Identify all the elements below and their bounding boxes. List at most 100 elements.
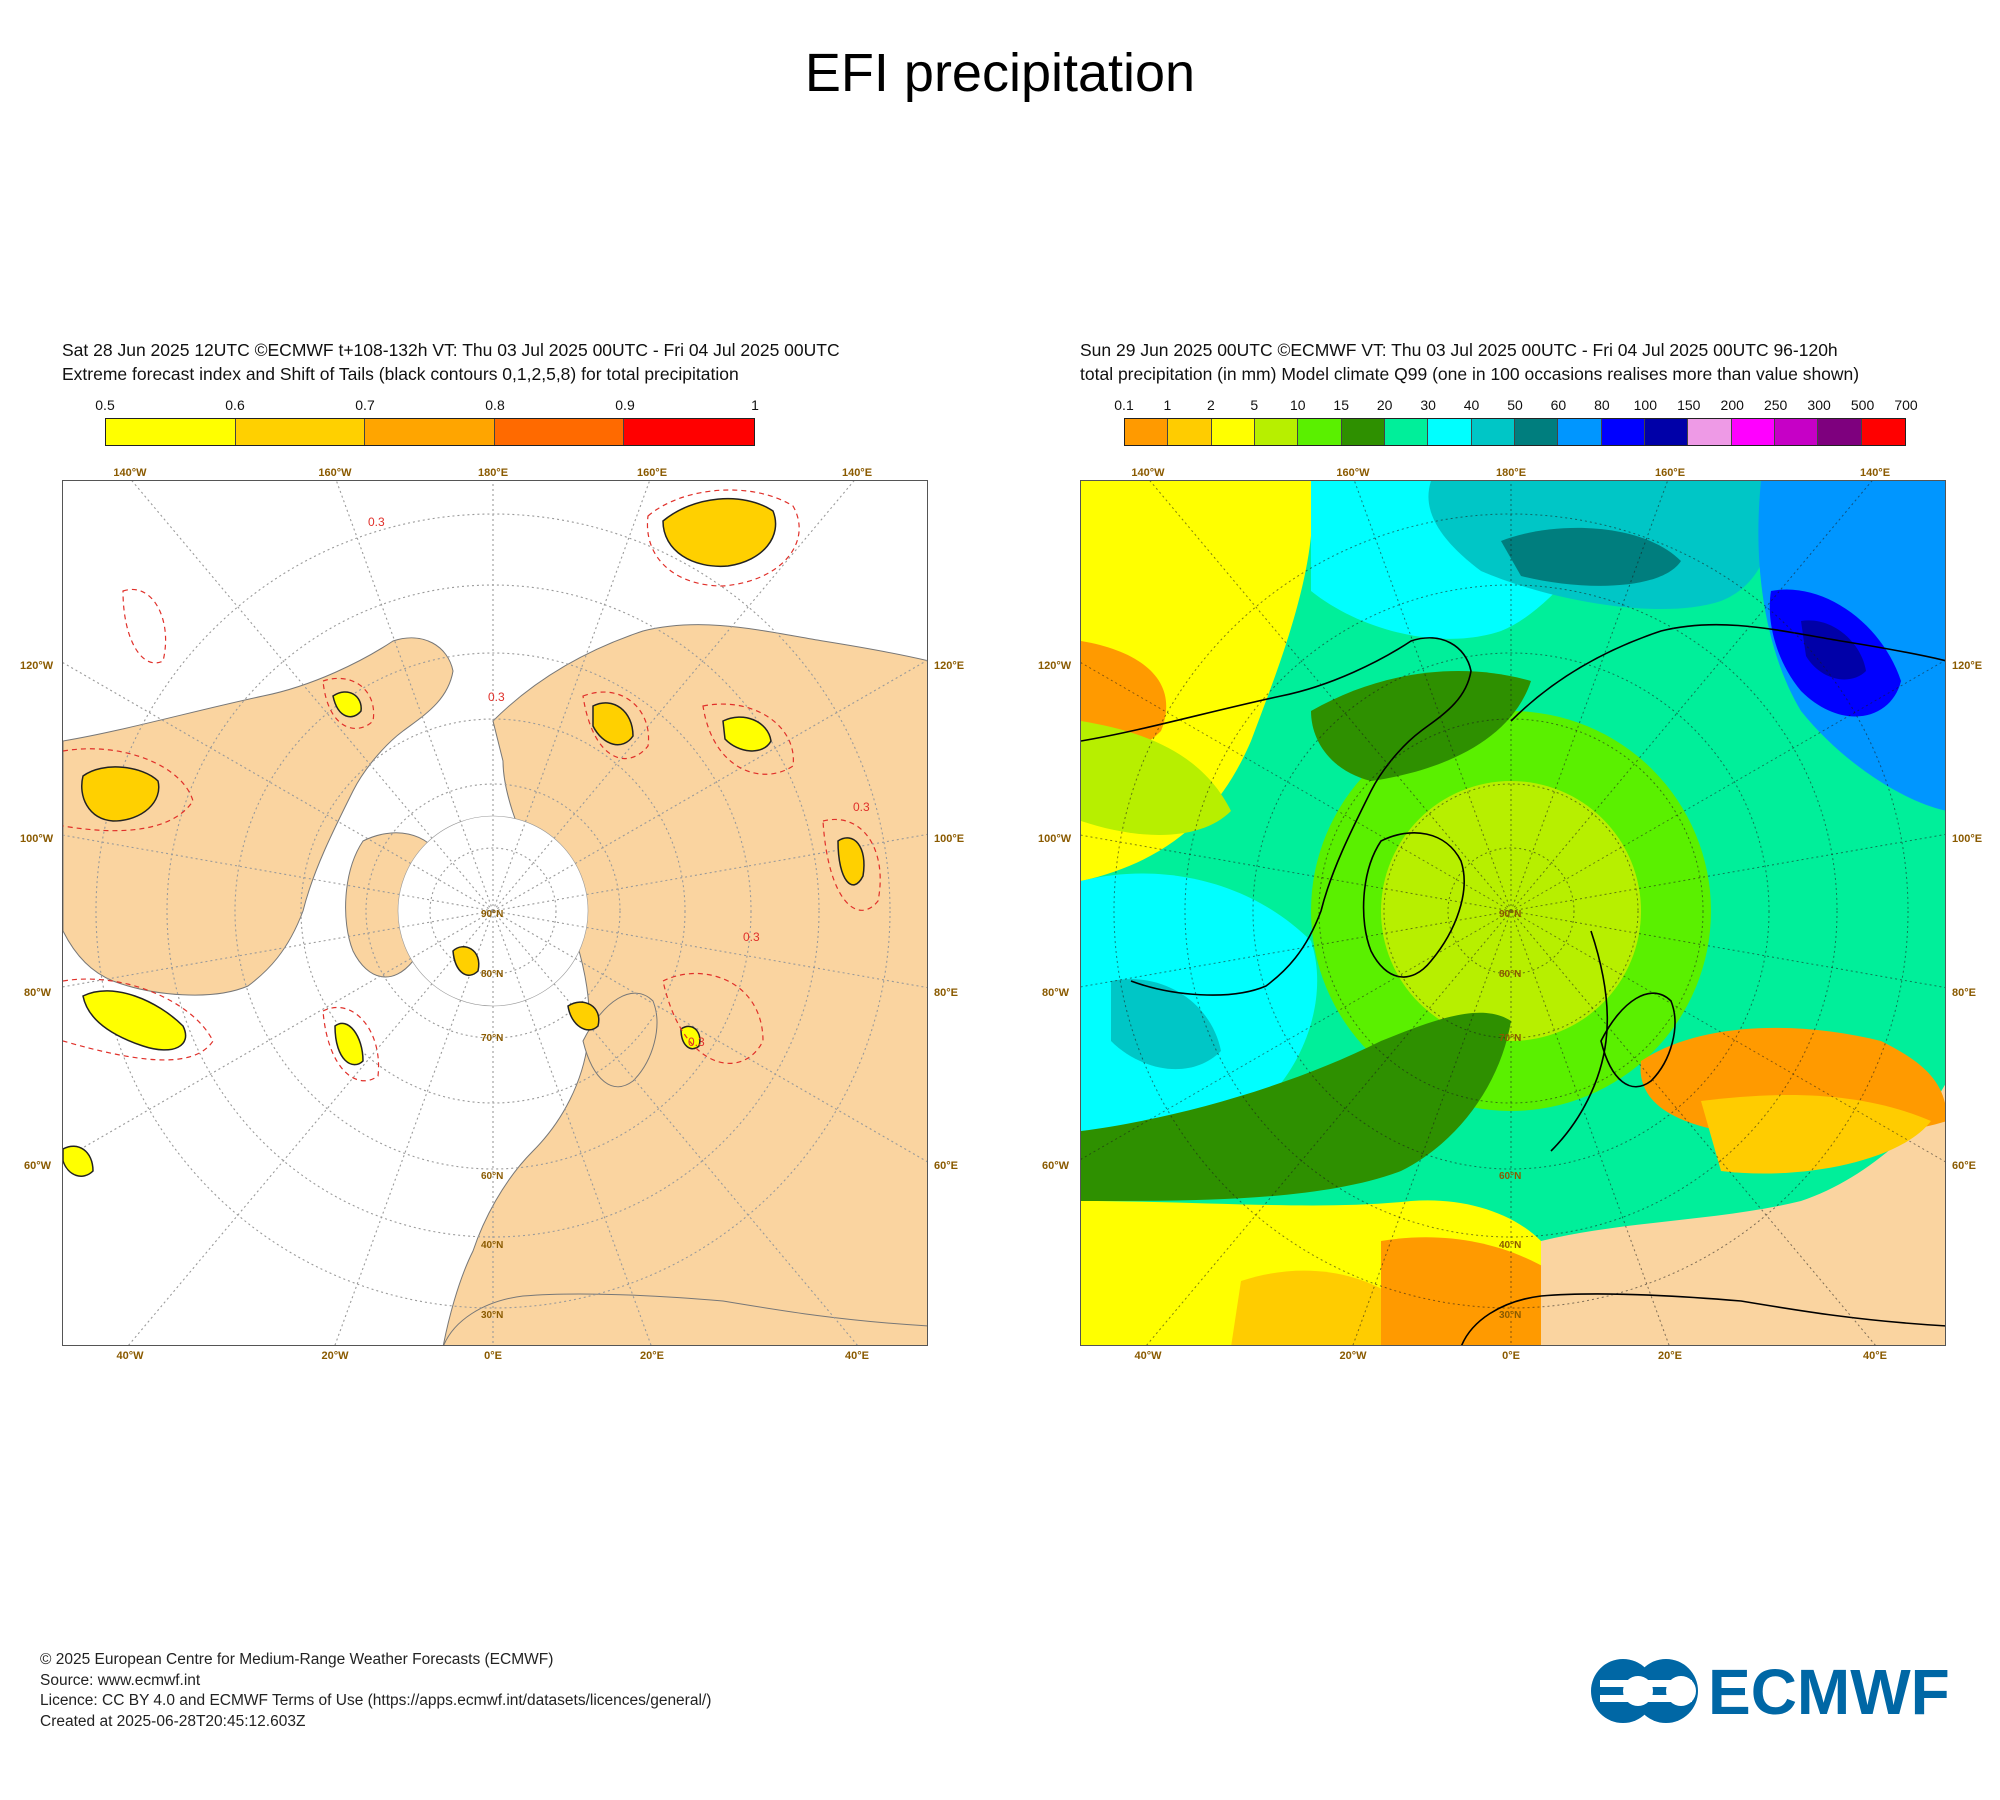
- lat-label: 30°N: [1499, 1310, 1521, 1321]
- footer-licence: Licence: CC BY 4.0 and ECMWF Terms of Us…: [40, 1692, 712, 1709]
- precip-legend-tick: 10: [1289, 397, 1306, 413]
- lon-label-top: 160°W: [318, 467, 352, 479]
- meridian-line: [1081, 834, 1512, 912]
- edge-label-right: 60°E: [934, 1160, 958, 1172]
- footer-copyright: © 2025 European Centre for Medium-Range …: [40, 1651, 554, 1668]
- edge-label-right: 100°E: [934, 833, 965, 845]
- precip-legend-swatch: [1601, 419, 1645, 445]
- precip-header-line1: Sun 29 Jun 2025 00UTC ©ECMWF VT: Thu 03 …: [1080, 340, 1838, 360]
- efi-contour-label: 0.3: [853, 800, 870, 814]
- lat-label: 60°N: [481, 1171, 503, 1182]
- efi-contour-label: 0.3: [743, 930, 760, 944]
- efi-legend-tick: 0.7: [355, 397, 375, 413]
- efi-contour-label: 0.3: [688, 1035, 705, 1049]
- lat-label: 80°N: [481, 969, 503, 980]
- efi-contour-label: 0.3: [368, 515, 385, 529]
- edge-label-left: 100°W: [1038, 833, 1072, 845]
- precip-legend-tick: 300: [1807, 397, 1831, 413]
- precip-legend-tick: 0.1: [1114, 397, 1134, 413]
- edge-label-left: 60°W: [1042, 1160, 1070, 1172]
- lon-label-top: 160°E: [636, 467, 668, 479]
- meridian-line: [1510, 910, 1945, 989]
- precip-legend-tick: 200: [1720, 397, 1744, 413]
- efi-legend-tick: 0.9: [615, 397, 635, 413]
- footer-source: Source: www.ecmwf.int: [40, 1671, 201, 1689]
- lon-label-top: 140°W: [1131, 467, 1165, 479]
- footer-created: Created at 2025-06-28T20:45:12.603Z: [40, 1712, 306, 1730]
- precip-legend-swatch: [1254, 419, 1299, 445]
- lon-label-top: 140°W: [113, 467, 147, 479]
- efi-legend-swatch: [365, 419, 495, 445]
- lat-label: 40°N: [1499, 1240, 1521, 1251]
- precip-legend-tick: 250: [1763, 397, 1788, 413]
- meridian-line: [63, 910, 494, 1160]
- lon-label-bottom: 20°W: [321, 1350, 349, 1362]
- lat-label: 80°N: [1499, 969, 1521, 980]
- edge-label-left: 80°W: [24, 987, 52, 999]
- precip-legend-swatch: [1514, 419, 1559, 445]
- lat-label: 60°N: [1499, 1171, 1521, 1182]
- edge-label-left: 80°W: [1042, 987, 1070, 999]
- precip-legend: 0.1 1 2 5 10 15 20 30 40 50 60 80 100 150 200 250 300 500…: [1114, 397, 1918, 451]
- lon-label-bottom: 0°E: [484, 1350, 502, 1362]
- meridian-line: [1081, 910, 1512, 988]
- precip-legend-swatch: [1341, 419, 1385, 445]
- precip-legend-swatch: [1774, 419, 1819, 445]
- efi-legend-tick: 0.8: [485, 397, 505, 413]
- precip-legend-tick: 100: [1633, 397, 1658, 413]
- precip-map: 30°N 40°N 60°N 70°N 80°N 90°N: [1080, 480, 1946, 1346]
- edge-label-left: 120°W: [20, 660, 54, 672]
- precip-legend-tick: 700: [1894, 397, 1918, 413]
- precip-legend-swatch: [1861, 419, 1905, 445]
- lon-label-top: 180°E: [477, 467, 509, 479]
- precip-colorbar: [1124, 418, 1906, 446]
- efi-legend-tick: 0.5: [95, 397, 115, 413]
- precip-map-svg: 30°N 40°N 60°N 70°N 80°N 90°N: [1081, 481, 1945, 1345]
- efi-map-svg: 0.3 0.3 0.3 0.3 0.3 30°N 40°N 60°N 70°N …: [63, 481, 927, 1345]
- precip-panel: Sun 29 Jun 2025 00UTC ©ECMWF VT: Thu 03 …: [1000, 330, 2000, 1390]
- precip-legend-swatch: [1125, 419, 1169, 445]
- precip-legend-tick: 60: [1550, 397, 1567, 413]
- edge-label-right: 120°E: [1952, 660, 1983, 672]
- meridian-line: [492, 833, 927, 912]
- precip-legend-tick: 5: [1250, 397, 1259, 413]
- footer: © 2025 European Centre for Medium-Range …: [40, 1650, 711, 1732]
- efi-legend-swatch: [106, 419, 236, 445]
- precip-header-line2: total precipitation (in mm) Model climat…: [1080, 364, 1860, 384]
- lon-label-bottom: 20°W: [1339, 1350, 1367, 1362]
- lon-label-top: 160°W: [1336, 467, 1370, 479]
- lon-label-top: 180°E: [1495, 467, 1527, 479]
- meridian-line: [492, 659, 927, 912]
- lon-label-top: 160°E: [1654, 467, 1686, 479]
- precip-legend-swatch: [1644, 419, 1689, 445]
- edge-label-right: 60°E: [1952, 1160, 1976, 1172]
- meridian-line: [492, 910, 927, 1163]
- edge-label-right: 80°E: [934, 987, 958, 999]
- lon-label-top: 140°E: [1859, 467, 1891, 479]
- lat-label: 40°N: [481, 1240, 503, 1251]
- precip-legend-tick: 50: [1507, 397, 1523, 413]
- efi-header-line2: Extreme forecast index and Shift of Tail…: [62, 364, 739, 384]
- precip-legend-swatch: [1168, 419, 1212, 445]
- edge-label-left: 100°W: [20, 833, 54, 845]
- precip-legend-tick: 2: [1206, 397, 1215, 413]
- precip-legend-tick: 30: [1420, 397, 1436, 413]
- lon-label-bottom: 20°E: [640, 1350, 664, 1362]
- precip-legend-tick: 1: [1163, 397, 1172, 413]
- lat-label: 90°N: [1499, 909, 1521, 920]
- ecmwf-logo: ECMWF: [1590, 1656, 1962, 1728]
- precip-legend-swatch: [1558, 419, 1602, 445]
- meridian-line: [1510, 481, 1669, 912]
- efi-legend-swatch: [624, 419, 754, 445]
- lat-label: 30°N: [481, 1310, 503, 1321]
- meridian-line: [1510, 659, 1945, 912]
- lon-label-bottom: 40°E: [845, 1350, 869, 1362]
- precip-legend-swatch: [1688, 419, 1732, 445]
- edge-label-right: 80°E: [1952, 987, 1976, 999]
- efi-panel: Sat 28 Jun 2025 12UTC ©ECMWF t+108-132h …: [0, 330, 1000, 1390]
- efi-legend: 0.5 0.6 0.7 0.8 0.9 1: [95, 397, 759, 451]
- efi-header-line1: Sat 28 Jun 2025 12UTC ©ECMWF t+108-132h …: [62, 340, 840, 360]
- ecmwf-logo-icon: ECMWF: [1591, 1656, 1950, 1728]
- efi-legend-swatch: [235, 419, 366, 445]
- edge-label-right: 100°E: [1952, 833, 1983, 845]
